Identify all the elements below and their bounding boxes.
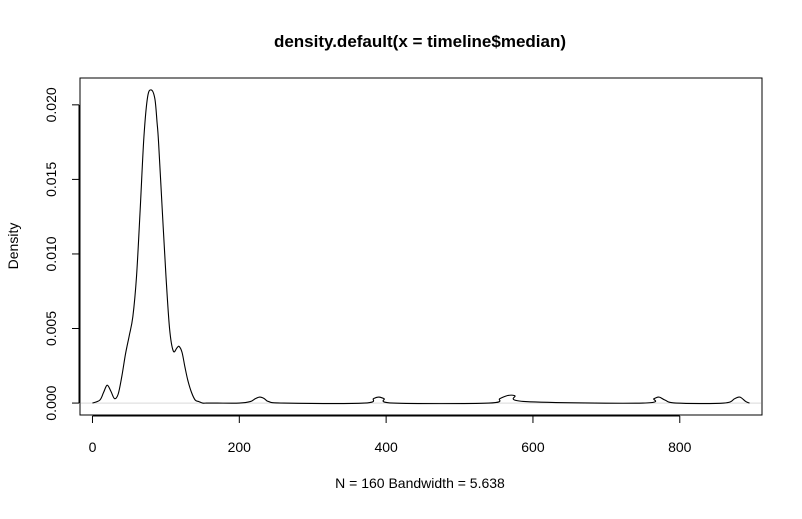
x-axis-label: N = 160 Bandwidth = 5.638 [335,475,505,491]
x-tick-label: 600 [521,439,545,455]
density-line [92,89,750,405]
x-tick-label: 800 [668,439,692,455]
y-tick-label: 0.015 [43,162,59,197]
y-tick-label: 0.000 [43,385,59,420]
y-tick-label: 0.020 [43,87,59,122]
y-axis-label: Density [5,223,21,270]
y-tick-label: 0.010 [43,236,59,271]
x-axis: 0 200 400 600 800 [89,415,692,455]
chart-title: density.default(x = timeline$median) [274,32,566,51]
density-series [92,89,750,405]
x-tick-label: 0 [89,439,97,455]
y-axis: 0.000 0.005 0.010 0.015 0.020 [43,87,80,421]
x-tick-label: 400 [374,439,398,455]
y-tick-label: 0.005 [43,311,59,346]
plot-frame [79,77,763,416]
x-tick-label: 200 [228,439,252,455]
